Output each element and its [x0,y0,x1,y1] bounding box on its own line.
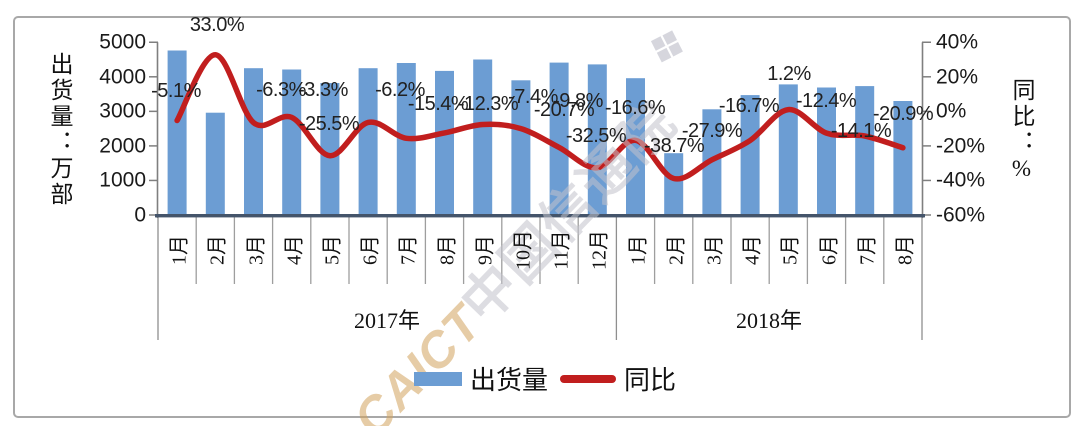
left-axis-tick-label: 3000 [99,99,146,123]
legend-item-shipments: 出货量 [414,360,548,397]
month-label: 2月 [206,235,229,265]
category-axis-baseline [155,214,925,218]
year-label-2018: 2018年 [735,308,802,333]
yoy-value-label: -20.9% [872,103,934,125]
month-label: 7月 [397,235,420,265]
year-label-2017: 2017年 [353,308,420,333]
shipments-bar [205,112,225,215]
month-label: 6月 [818,235,840,265]
right-axis-tick-label: 20% [936,65,979,89]
shipments-bar [893,101,913,215]
yoy-value-label: -9.8% [553,90,603,112]
shipments-bar [435,70,454,216]
shipments-bar [511,80,531,215]
shipments-bar [320,83,340,215]
month-label: 2月 [665,235,688,265]
shipments-bar [778,84,798,216]
left-axis-tick-label: 1000 [99,168,146,192]
yoy-value-label: -16.7% [718,95,780,117]
yoy-value-label: -15.4% [407,93,469,115]
right-axis-tick-label: 0% [936,99,967,123]
left-axis-tick-label: 2000 [99,134,146,158]
shipments-bar [358,68,378,215]
yoy-value-label: -5.1% [151,80,201,102]
month-label: 12月 [588,230,611,270]
right-axis-title: 同比：% [1009,78,1034,184]
yoy-line [174,52,906,182]
shipments-bar [282,69,302,215]
month-label: 3月 [703,235,726,265]
yoy-value-label: -27.9% [681,120,743,142]
month-label: 1月 [168,235,191,265]
yoy-value-label: -6.3% [256,79,306,101]
month-label: 8月 [436,235,458,265]
shipments-bar [473,59,493,215]
month-label: 4月 [741,235,764,265]
yoy-value-label: -25.5% [298,113,360,135]
legend-label-shipments: 出货量 [470,366,549,395]
yoy-value-label: -3.3% [298,79,348,101]
legend: 出货量 同比 [414,360,676,397]
legend-label-yoy: 同比 [624,366,677,395]
month-label: 10月 [512,230,535,270]
yoy-legend-swatch [560,374,617,383]
shipments-bar [817,87,836,215]
yoy-value-label: -20.7% [533,99,595,121]
month-label: 3月 [245,235,267,265]
month-label: 5月 [779,235,802,265]
month-label: 1月 [627,235,649,265]
shipments-bar [587,64,607,216]
yoy-value-label: -32.5% [565,125,627,147]
legend-item-yoy: 同比 [560,360,676,397]
shipments-bar [626,78,645,215]
left-axis-tick-label: 4000 [99,65,146,89]
left-axis-tick-label: 5000 [99,30,146,54]
right-axis-tick-label: -60% [936,203,986,227]
month-label: 7月 [856,235,879,265]
month-label: 5月 [321,235,344,265]
month-label: 6月 [359,235,382,265]
month-label: 11月 [550,230,573,270]
shipments-bar [244,68,263,215]
yoy-value-label: 33.0% [189,14,245,36]
month-label: 9月 [474,235,497,265]
yoy-value-label: -7.4% [508,86,558,108]
yoy-value-label: -14.1% [830,120,892,142]
shipments-bar [855,86,875,215]
yoy-value-label: -12.3% [457,93,519,115]
left-axis-tick-label: 0 [134,203,146,227]
right-axis-tick-label: 40% [936,30,979,54]
shipments-bar [549,62,569,215]
right-axis-tick-label: -20% [936,134,986,158]
yoy-value-label: -12.4% [795,90,857,112]
right-axis-tick-label: -40% [936,168,986,192]
yoy-value-label: 1.2% [767,63,811,85]
shipments-bar [664,153,684,215]
shipments-bar [740,95,760,215]
month-label: 4月 [283,235,306,265]
left-axis-title: 出货量：万部 [47,52,72,208]
yoy-value-label: -38.7% [643,135,705,157]
shipments-legend-swatch [414,371,462,386]
shipments-bar [167,50,187,215]
month-label: 8月 [894,235,917,265]
yoy-value-label: -16.6% [604,97,666,119]
yoy-value-label: -6.2% [375,79,425,101]
